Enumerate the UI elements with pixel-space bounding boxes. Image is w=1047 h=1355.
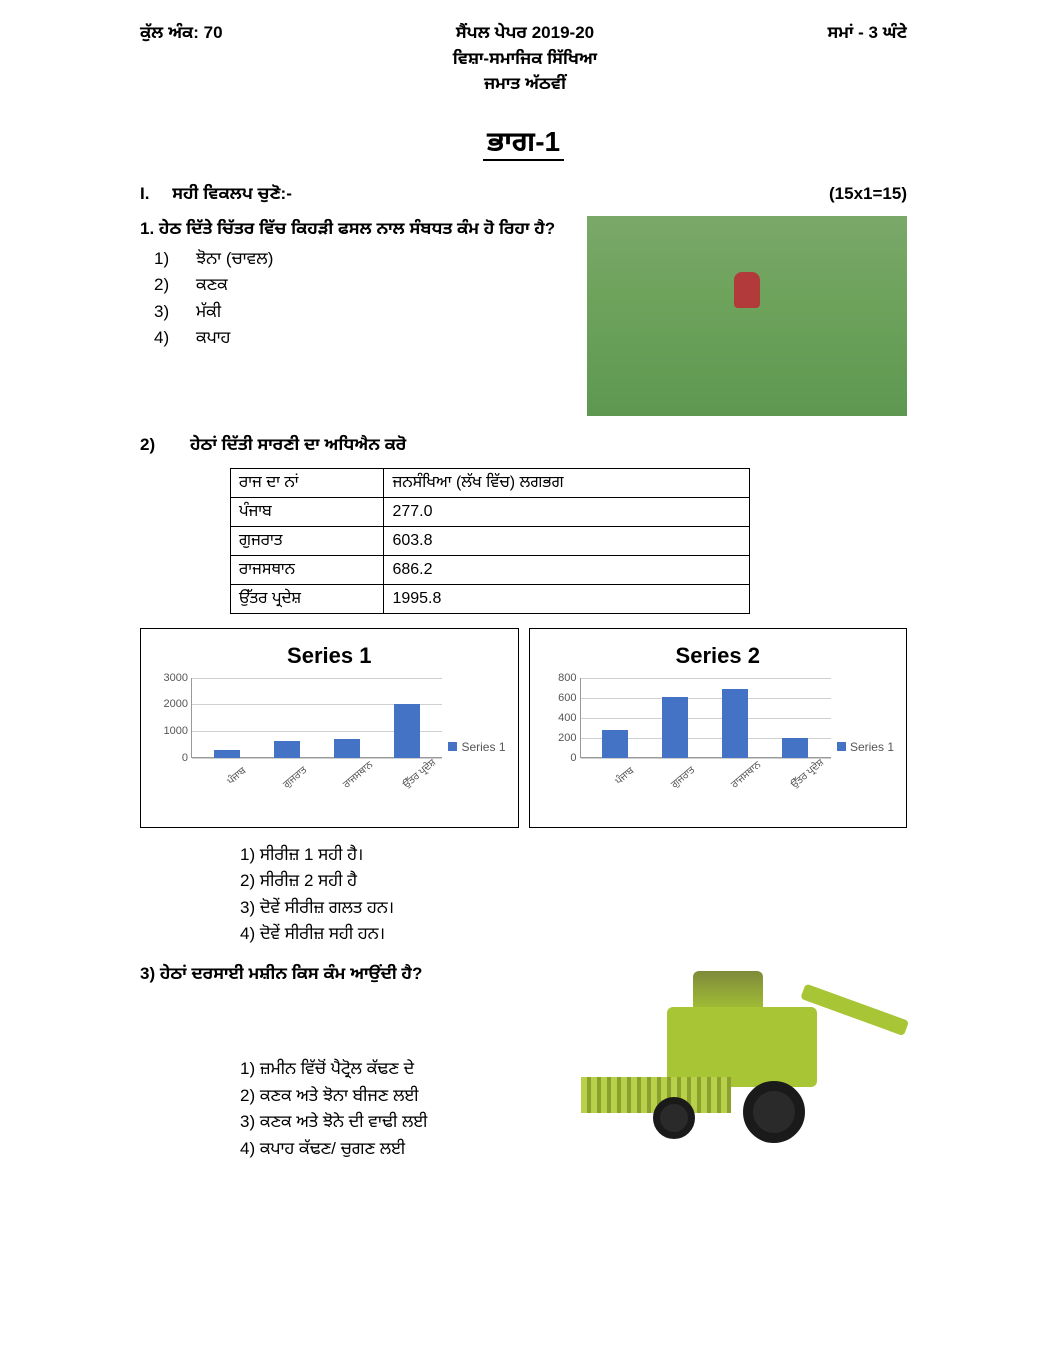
x-tick-label: ਗੁਜਰਾਤ — [668, 764, 698, 792]
option-text: ਝੋਨਾ (ਚਾਵਲ) — [196, 246, 273, 272]
class-line: ਜਮਾਤ ਅੱਠਵੀਂ — [223, 71, 828, 97]
table-cell: 1995.8 — [384, 584, 750, 613]
table-cell: ਗੁਜਰਾਤ — [231, 526, 384, 555]
option-number: 1) — [154, 246, 176, 272]
bar — [394, 704, 420, 757]
table-cell: ਪੰਜਾਬ — [231, 497, 384, 526]
q3-option: 2) ਕਣਕ ਅਤੇ ਝੋਨਾ ਬੀਜਣ ਲਈ — [240, 1083, 557, 1109]
chart1-plot: 0100020003000ਪੰਜਾਬਗੁਜਰਾਤਰਾਜਸਥਾਨਉੱਤਰ ਪ੍ਰਦ… — [191, 678, 442, 806]
y-tick-label: 400 — [558, 709, 576, 726]
q3-option: 3) ਕਣਕ ਅਤੇ ਝੋਨੇ ਦੀ ਵਾਢੀ ਲਈ — [240, 1109, 557, 1135]
header-center: ਸੈਂਪਲ ਪੇਪਰ 2019-20 ਵਿਸ਼ਾ-ਸਮਾਜਿਕ ਸਿੱਖਿਆ ਜ… — [223, 20, 828, 97]
q3-option: 4) ਕਪਾਹ ਕੱਢਣ/ ਚੁਗਣ ਲਈ — [240, 1136, 557, 1162]
table-header-cell: ਜਨਸੰਖਿਆ (ਲੱਖ ਵਿੱਚ) ਲਗਭਗ — [384, 468, 750, 497]
q1-option: 4) ਕਪਾਹ — [154, 325, 575, 351]
question-3: 3) ਹੇਠਾਂ ਦਰਸਾਈ ਮਸ਼ੀਨ ਕਿਸ ਕੰਮ ਆਉਂਦੀ ਹੈ? 1… — [140, 961, 907, 1181]
bar — [274, 741, 300, 757]
q2-option: 3) ਦੋਵੇਂ ਸੀਰੀਜ਼ ਗਲਤ ਹਨ। — [240, 895, 907, 921]
question-1: 1. ਹੇਠ ਦਿੱਤੇ ਚਿੱਤਰ ਵਿੱਚ ਕਿਹੜੀ ਫਸਲ ਨਾਲ ਸੰ… — [140, 216, 907, 416]
q2-number: 2) — [140, 432, 190, 458]
x-tick-label: ਉੱਤਰ ਪ੍ਰਦੇਸ਼ — [788, 764, 818, 792]
q1-option: 2) ਕਣਕ — [154, 272, 575, 298]
table-cell: ਉੱਤਰ ਪ੍ਰਦੇਸ਼ — [231, 584, 384, 613]
x-tick-label: ਪੰਜਾਬ — [609, 764, 639, 792]
option-number: 4) — [154, 325, 176, 351]
table-row: ਰਾਜਸਥਾਨ686.2 — [231, 555, 750, 584]
option-number: 2) — [154, 272, 176, 298]
option-text: ਕਣਕ — [196, 272, 228, 298]
table-cell: 603.8 — [384, 526, 750, 555]
paddy-field-image — [587, 216, 907, 416]
charts-row: Series 1 0100020003000ਪੰਜਾਬਗੁਜਰਾਤਰਾਜਸਥਾਨ… — [140, 628, 907, 828]
table-header-row: ਰਾਜ ਦਾ ਨਾਂਜਨਸੰਖਿਆ (ਲੱਖ ਵਿੱਚ) ਲਗਭਗ — [231, 468, 750, 497]
bar — [662, 697, 688, 757]
chart1-legend: Series 1 — [448, 688, 505, 806]
time-allowed: ਸਮਾਂ - 3 ਘੰਟੇ — [827, 20, 907, 97]
q1-option: 1) ਝੋਨਾ (ਚਾਵਲ) — [154, 246, 575, 272]
q3-text: 3) ਹੇਠਾਂ ਦਰਸਾਈ ਮਸ਼ੀਨ ਕਿਸ ਕੰਮ ਆਉਂਦੀ ਹੈ? — [140, 961, 557, 987]
question-2-head: 2) ਹੇਠਾਂ ਦਿੱਤੀ ਸਾਰਣੀ ਦਾ ਅਧਿਐਨ ਕਰੋ — [140, 432, 907, 458]
bar — [782, 738, 808, 758]
q3-options: 1) ਜ਼ਮੀਨ ਵਿੱਚੋਂ ਪੈਟ੍ਰੋਲ ਕੱਢਣ ਦੇ2) ਕਣਕ ਅਤ… — [240, 1056, 557, 1161]
section-number: I. — [140, 184, 149, 203]
part-title: ਭਾਗ-1 — [140, 121, 907, 163]
table-header-cell: ਰਾਜ ਦਾ ਨਾਂ — [231, 468, 384, 497]
legend-swatch-icon — [837, 742, 846, 751]
x-tick-label: ਉੱਤਰ ਪ੍ਰਦੇਸ਼ — [400, 764, 430, 792]
x-tick-label: ਰਾਜਸਥਾਨ — [728, 764, 758, 792]
chart2-title: Series 2 — [542, 639, 895, 672]
q2-option: 4) ਦੋਵੇਂ ਸੀਰੀਜ਼ ਸਹੀ ਹਨ। — [240, 921, 907, 947]
q1-options: 1) ਝੋਨਾ (ਚਾਵਲ) 2) ਕਣਕ 3) ਮੱਕੀ 4) ਕਪਾਹ — [140, 246, 575, 351]
table-cell: 686.2 — [384, 555, 750, 584]
y-tick-label: 1000 — [164, 723, 188, 740]
chart-series-1: Series 1 0 1000 2000 3000 ਪੰਜਾਬ ਗੁਜਰਾਤ ਰਾਜਸਥਾਨ… — [140, 628, 519, 828]
paper-title: ਸੈਂਪਲ ਪੇਪਰ 2019-20 — [223, 20, 828, 46]
option-text: ਮੱਕੀ — [196, 299, 221, 325]
chart1-title: Series 1 — [153, 639, 506, 672]
option-text: ਕਪਾਹ — [196, 325, 230, 351]
population-table: ਰਾਜ ਦਾ ਨਾਂਜਨਸੰਖਿਆ (ਲੱਖ ਵਿੱਚ) ਲਗਭਗਪੰਜਾਬ27… — [230, 468, 750, 614]
bar — [722, 689, 748, 758]
y-tick-label: 2000 — [164, 696, 188, 713]
section-marks: (15x1=15) — [829, 181, 907, 207]
bar — [214, 750, 240, 757]
table-row: ਪੰਜਾਬ277.0 — [231, 497, 750, 526]
y-tick-label: 0 — [570, 749, 576, 766]
q2-option: 2) ਸੀਰੀਜ਼ 2 ਸਹੀ ਹੈ — [240, 868, 907, 894]
combine-harvester-image — [567, 961, 907, 1181]
y-tick-label: 200 — [558, 729, 576, 746]
header: ਕੁੱਲ ਅੰਕ: 70 ਸੈਂਪਲ ਪੇਪਰ 2019-20 ਵਿਸ਼ਾ-ਸਮ… — [140, 20, 907, 97]
y-tick-label: 3000 — [164, 669, 188, 686]
option-number: 3) — [154, 299, 176, 325]
y-tick-label: 600 — [558, 689, 576, 706]
chart2-plot: 0200400600800ਪੰਜਾਬਗੁਜਰਾਤਰਾਜਸਥਾਨਉੱਤਰ ਪ੍ਰਦ… — [580, 678, 831, 806]
section-heading: I. ਸਹੀ ਵਿਕਲਪ ਚੁਣੋ:- (15x1=15) — [140, 181, 907, 207]
table-row: ਉੱਤਰ ਪ੍ਰਦੇਸ਼1995.8 — [231, 584, 750, 613]
section-label: ਸਹੀ ਵਿਕਲਪ ਚੁਣੋ:- — [172, 184, 292, 203]
y-tick-label: 0 — [182, 749, 188, 766]
x-tick-label: ਰਾਜਸਥਾਨ — [340, 764, 370, 792]
chart2-legend: Series 1 — [837, 688, 894, 806]
x-tick-label: ਪੰਜਾਬ — [220, 764, 250, 792]
table-cell: 277.0 — [384, 497, 750, 526]
q1-text: 1. ਹੇਠ ਦਿੱਤੇ ਚਿੱਤਰ ਵਿੱਚ ਕਿਹੜੀ ਫਸਲ ਨਾਲ ਸੰ… — [140, 216, 575, 242]
table-cell: ਰਾਜਸਥਾਨ — [231, 555, 384, 584]
bar — [602, 730, 628, 758]
subject-line: ਵਿਸ਼ਾ-ਸਮਾਜਿਕ ਸਿੱਖਿਆ — [223, 46, 828, 72]
q2-option: 1) ਸੀਰੀਜ਼ 1 ਸਹੀ ਹੈ। — [240, 842, 907, 868]
q2-text: ਹੇਠਾਂ ਦਿੱਤੀ ਸਾਰਣੀ ਦਾ ਅਧਿਐਨ ਕਰੋ — [190, 432, 406, 458]
legend-swatch-icon — [448, 742, 457, 751]
x-tick-label: ਗੁਜਰਾਤ — [280, 764, 310, 792]
q2-options: 1) ਸੀਰੀਜ਼ 1 ਸਹੀ ਹੈ।2) ਸੀਰੀਜ਼ 2 ਸਹੀ ਹੈ3) … — [240, 842, 907, 947]
chart-series-2: Series 2 0 200 400 600 800 ਪੰਜਾਬ ਗੁਜਰਾਤ ਰਾਜਸਥਾਨ… — [529, 628, 908, 828]
q1-option: 3) ਮੱਕੀ — [154, 299, 575, 325]
table-row: ਗੁਜਰਾਤ603.8 — [231, 526, 750, 555]
total-marks: ਕੁੱਲ ਅੰਕ: 70 — [140, 20, 223, 97]
y-tick-label: 800 — [558, 669, 576, 686]
bar — [334, 739, 360, 757]
q3-option: 1) ਜ਼ਮੀਨ ਵਿੱਚੋਂ ਪੈਟ੍ਰੋਲ ਕੱਢਣ ਦੇ — [240, 1056, 557, 1082]
